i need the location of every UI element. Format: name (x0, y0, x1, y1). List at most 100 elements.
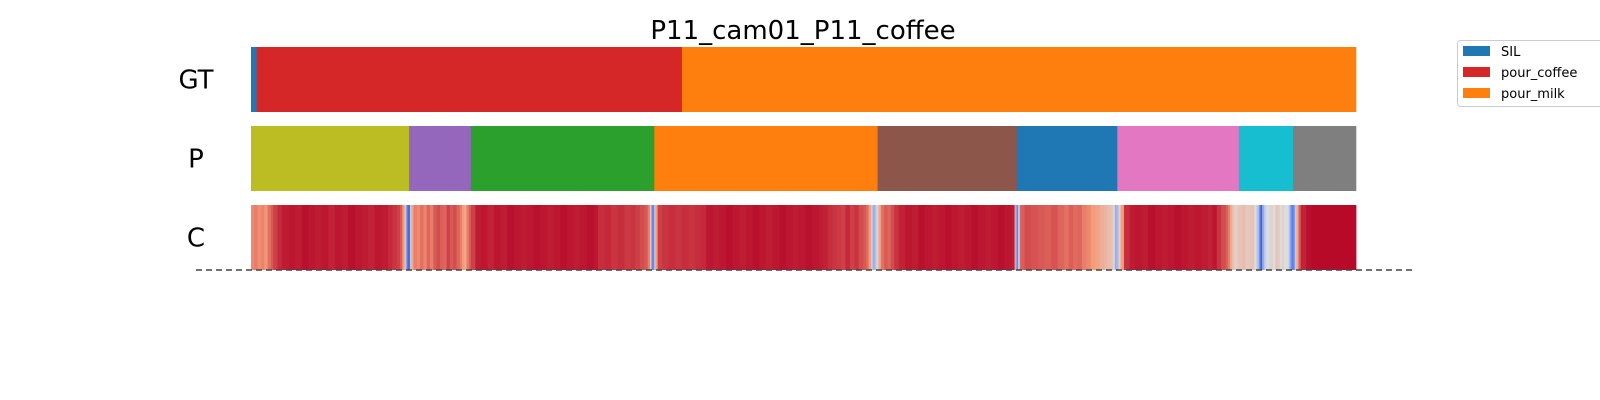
confidence-cell (1230, 205, 1233, 270)
segment-p-6 (1117, 126, 1240, 191)
confidence-cell (328, 205, 336, 270)
confidence-cell (273, 205, 278, 270)
confidence-cell (1296, 205, 1299, 270)
confidence-cell (1051, 205, 1059, 270)
confidence-cell (1129, 205, 1136, 270)
confidence-cell (1207, 205, 1213, 270)
confidence-cell (845, 205, 851, 270)
confidence-cell (752, 205, 760, 270)
confidence-cell (1259, 205, 1262, 270)
confidence-cell (887, 205, 892, 270)
confidence-cell (586, 205, 594, 270)
confidence-cell (567, 205, 575, 270)
confidence-cell (805, 205, 813, 270)
confidence-cell (1294, 205, 1296, 270)
confidence-cell (631, 205, 636, 270)
confidence-cell (712, 205, 720, 270)
confidence-cell (799, 205, 807, 270)
confidence-cell (1014, 205, 1017, 270)
confidence-cell (938, 205, 946, 270)
confidence-cell (1044, 205, 1052, 270)
confidence-cell (443, 205, 447, 270)
confidence-cell (1311, 205, 1324, 270)
confidence-cell (812, 205, 820, 270)
confidence-cell (1264, 205, 1267, 270)
confidence-cell (1266, 205, 1270, 270)
confidence-cell (1114, 205, 1116, 270)
rows-layer: GT P C (178, 47, 1357, 270)
confidence-cell (1107, 205, 1112, 270)
confidence-cell (540, 205, 548, 270)
confidence-cell (1216, 205, 1222, 270)
confidence-cell (624, 205, 632, 270)
confidence-cell (870, 205, 873, 270)
confidence-cell (277, 205, 283, 270)
confidence-cell (301, 205, 309, 270)
confidence-cell (1118, 205, 1122, 270)
confidence-cell (449, 205, 454, 270)
segment-p-1 (409, 126, 472, 191)
confidence-cell (459, 205, 463, 270)
confidence-cell (260, 205, 265, 270)
confidence-cell (1194, 205, 1202, 270)
confidence-cell (254, 205, 259, 270)
row-label-gt: GT (178, 66, 213, 96)
confidence-cell (890, 205, 895, 270)
confidence-cell (1120, 205, 1125, 270)
confidence-cell (1016, 205, 1019, 270)
confidence-cell (880, 205, 885, 270)
confidence-cell (655, 205, 659, 270)
confidence-cell (668, 205, 676, 270)
confidence-cell (374, 205, 382, 270)
confidence-cell (653, 205, 655, 270)
legend-swatch (1463, 67, 1490, 77)
confidence-cell (388, 205, 393, 270)
confidence-cell (1300, 205, 1307, 270)
confidence-cell (866, 205, 870, 270)
confidence-cell (894, 205, 899, 270)
confidence-cell (1181, 205, 1189, 270)
confidence-cell (1281, 205, 1285, 270)
segment-p-2 (470, 126, 655, 191)
confidence-cell (1270, 205, 1274, 270)
confidence-cell (1293, 205, 1295, 270)
confidence-cell (406, 205, 409, 270)
confidence-cell (849, 205, 855, 270)
confidence-cell (746, 205, 754, 270)
confidence-cell (433, 205, 438, 270)
confidence-cell (400, 205, 403, 270)
confidence-cell (1037, 205, 1045, 270)
confidence-cell (1174, 205, 1182, 270)
confidence-cell (1086, 205, 1092, 270)
confidence-cell (361, 205, 369, 270)
confidence-cell (560, 205, 568, 270)
confidence-cell (1262, 205, 1265, 270)
confidence-cell (404, 205, 407, 270)
confidence-cell (1284, 205, 1287, 270)
confidence-cell (1277, 205, 1281, 270)
confidence-cell (1031, 205, 1039, 270)
confidence-cell (466, 205, 470, 270)
confidence-cell (1258, 205, 1261, 270)
confidence-cell (877, 205, 880, 270)
confidence-cell (1020, 205, 1025, 270)
confidence-cell (267, 205, 272, 270)
confidence-cell (430, 205, 434, 270)
confidence-cell (654, 205, 656, 270)
confidence-cell (1057, 205, 1065, 270)
confidence-cell (1333, 205, 1346, 270)
confidence-cell (1286, 205, 1289, 270)
confidence-cell (1298, 205, 1302, 270)
legend-label: pour_milk (1501, 87, 1565, 102)
confidence-cell (1168, 205, 1176, 270)
confidence-cell (513, 205, 522, 270)
confidence-cell (1295, 205, 1297, 270)
confidence-cell (1135, 205, 1143, 270)
confidence-cell (1115, 205, 1117, 270)
confidence-cell (462, 205, 465, 270)
confidence-cell (604, 205, 612, 270)
confidence-cell (1275, 205, 1278, 270)
confidence-cell (456, 205, 461, 270)
row-gt: GT (178, 47, 1357, 112)
confidence-cell (1064, 205, 1070, 270)
